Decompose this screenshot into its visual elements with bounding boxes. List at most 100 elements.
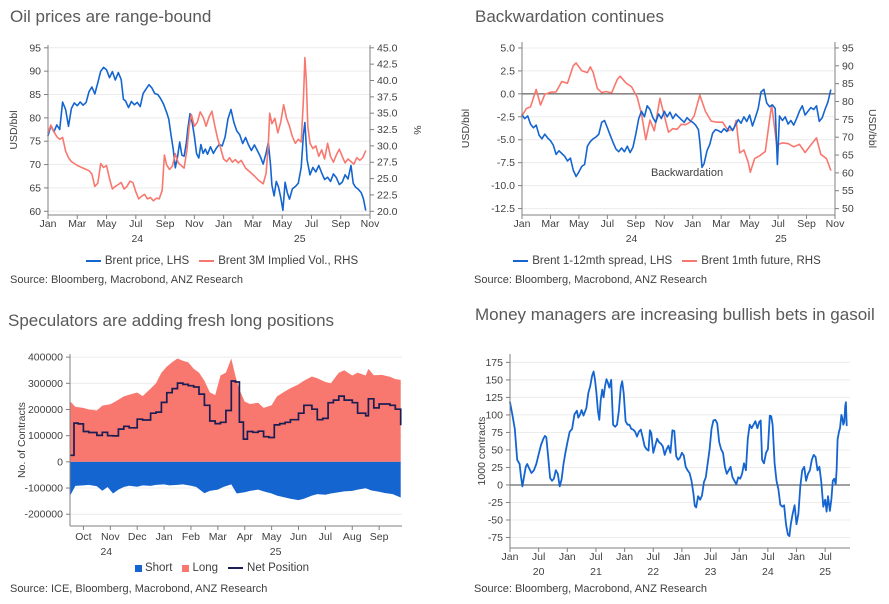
svg-text:Nov: Nov <box>655 218 674 230</box>
legend-marker-line <box>199 259 215 263</box>
svg-text:35.0: 35.0 <box>377 108 398 120</box>
svg-text:Nov: Nov <box>101 531 120 543</box>
legend-item: Long <box>182 562 218 574</box>
svg-text:Mar: Mar <box>68 218 87 230</box>
svg-text:Jan: Jan <box>788 551 805 563</box>
svg-text:85: 85 <box>29 89 41 101</box>
chart-legend: Brent price, LHS Brent 3M Implied Vol., R… <box>0 255 444 267</box>
svg-text:Mar: Mar <box>541 218 560 230</box>
svg-text:25: 25 <box>775 233 787 245</box>
svg-text:400000: 400000 <box>28 352 63 364</box>
svg-text:65: 65 <box>842 150 854 162</box>
svg-text:USD/bbl: USD/bbl <box>8 110 20 149</box>
oil-prices-chart: 60 65 70 75 80 85 90 95 20.0 22.5 25.0 27.5 30.0 32.5… <box>8 42 423 245</box>
svg-text:Jun: Jun <box>290 531 307 543</box>
svg-text:Mar: Mar <box>712 218 731 230</box>
chart-title: Money managers are increasing bullish be… <box>475 305 875 324</box>
svg-text:May: May <box>569 218 590 230</box>
panel-oil-prices: Oil prices are range-bound 60 65 70 75 80 85 9… <box>0 0 444 302</box>
svg-text:Nov: Nov <box>185 218 204 230</box>
svg-text:27.5: 27.5 <box>377 157 398 169</box>
svg-text:Jul: Jul <box>305 218 318 230</box>
svg-text:Jul: Jul <box>532 551 545 563</box>
svg-text:2.5: 2.5 <box>500 65 515 77</box>
svg-text:37.5: 37.5 <box>377 91 398 103</box>
legend-label: Brent 3M Implied Vol., RHS <box>218 255 359 267</box>
svg-text:Dec: Dec <box>128 531 147 543</box>
svg-text:65: 65 <box>29 182 41 194</box>
svg-text:-12.5: -12.5 <box>491 203 515 215</box>
legend-item: Brent price, LHS <box>85 255 190 267</box>
svg-text:24: 24 <box>762 566 774 578</box>
svg-text:Sep: Sep <box>156 218 175 230</box>
svg-text:Jul: Jul <box>761 551 774 563</box>
legend-marker-line <box>682 259 698 263</box>
svg-text:-100000: -100000 <box>24 483 63 495</box>
svg-text:Mar: Mar <box>244 218 263 230</box>
legend-label: Brent 1-12mth spread, LHS <box>532 255 673 267</box>
svg-text:75: 75 <box>29 136 41 148</box>
svg-text:70: 70 <box>842 132 854 144</box>
svg-text:75: 75 <box>491 427 503 439</box>
svg-text:24: 24 <box>131 233 143 245</box>
svg-text:0: 0 <box>57 456 63 468</box>
svg-text:Jul: Jul <box>319 531 332 543</box>
legend-label: Brent price, LHS <box>104 255 190 267</box>
svg-text:70: 70 <box>29 159 41 171</box>
svg-text:Jan: Jan <box>559 551 576 563</box>
legend-item: Brent 1mth future, RHS <box>682 255 821 267</box>
legend-marker-square <box>134 564 142 572</box>
svg-text:-10.0: -10.0 <box>491 180 515 192</box>
svg-text:100: 100 <box>485 409 503 421</box>
svg-text:25: 25 <box>819 566 831 578</box>
svg-text:May: May <box>97 218 118 230</box>
legend-item: Brent 3M Implied Vol., RHS <box>199 255 358 267</box>
svg-text:Oct: Oct <box>75 531 91 543</box>
svg-text:Jul: Jul <box>647 551 660 563</box>
legend-marker-line <box>513 259 529 263</box>
svg-text:Sep: Sep <box>626 218 645 230</box>
svg-text:-200000: -200000 <box>24 509 63 521</box>
svg-text:Jan: Jan <box>616 551 633 563</box>
svg-text:95: 95 <box>842 42 854 54</box>
svg-text:Jul: Jul <box>601 218 614 230</box>
svg-text:5.0: 5.0 <box>500 42 515 54</box>
svg-text:95: 95 <box>29 42 41 54</box>
svg-text:25: 25 <box>270 546 282 558</box>
svg-text:Backwardation: Backwardation <box>651 167 723 179</box>
svg-text:0.0: 0.0 <box>500 88 515 100</box>
svg-text:20: 20 <box>533 566 545 578</box>
svg-text:Jan: Jan <box>215 218 232 230</box>
svg-text:Aug: Aug <box>343 531 362 543</box>
svg-text:80: 80 <box>842 96 854 108</box>
svg-text:%: % <box>411 125 423 134</box>
svg-text:Jan: Jan <box>156 531 173 543</box>
svg-text:50: 50 <box>491 444 503 456</box>
svg-text:Feb: Feb <box>182 531 200 543</box>
panel-speculator-positions: Speculators are adding fresh long positi… <box>0 302 444 604</box>
svg-text:24: 24 <box>100 546 112 558</box>
svg-text:-75: -75 <box>488 532 503 544</box>
svg-text:Jan: Jan <box>673 551 690 563</box>
legend-label: Long <box>192 562 219 574</box>
svg-text:Nov: Nov <box>361 218 380 230</box>
svg-text:Jul: Jul <box>771 218 784 230</box>
svg-text:0: 0 <box>497 479 503 491</box>
svg-text:May: May <box>272 218 293 230</box>
svg-text:90: 90 <box>842 60 854 72</box>
svg-text:-50: -50 <box>488 514 503 526</box>
chart-title: Oil prices are range-bound <box>10 7 212 26</box>
svg-text:-7.5: -7.5 <box>497 157 515 169</box>
source-note: Source: ICE, Bloomberg, Macrobond, ANZ R… <box>10 583 268 595</box>
svg-text:60: 60 <box>842 167 854 179</box>
svg-text:Jan: Jan <box>40 218 57 230</box>
svg-text:Sep: Sep <box>370 531 389 543</box>
svg-text:Mar: Mar <box>209 531 228 543</box>
svg-text:90: 90 <box>29 66 41 78</box>
chart-legend: Brent 1-12mth spread, LHS Brent 1mth futu… <box>445 255 889 267</box>
panel-gasoil-bets: Money managers are increasing bullish be… <box>445 302 889 604</box>
speculator-positions-chart: 400000 300000 200000 100000 0 -100000 -200000 O… <box>16 352 402 558</box>
svg-text:May: May <box>740 218 761 230</box>
source-note: Source: Bloomberg, Macrobond, ANZ Resear… <box>474 274 707 286</box>
